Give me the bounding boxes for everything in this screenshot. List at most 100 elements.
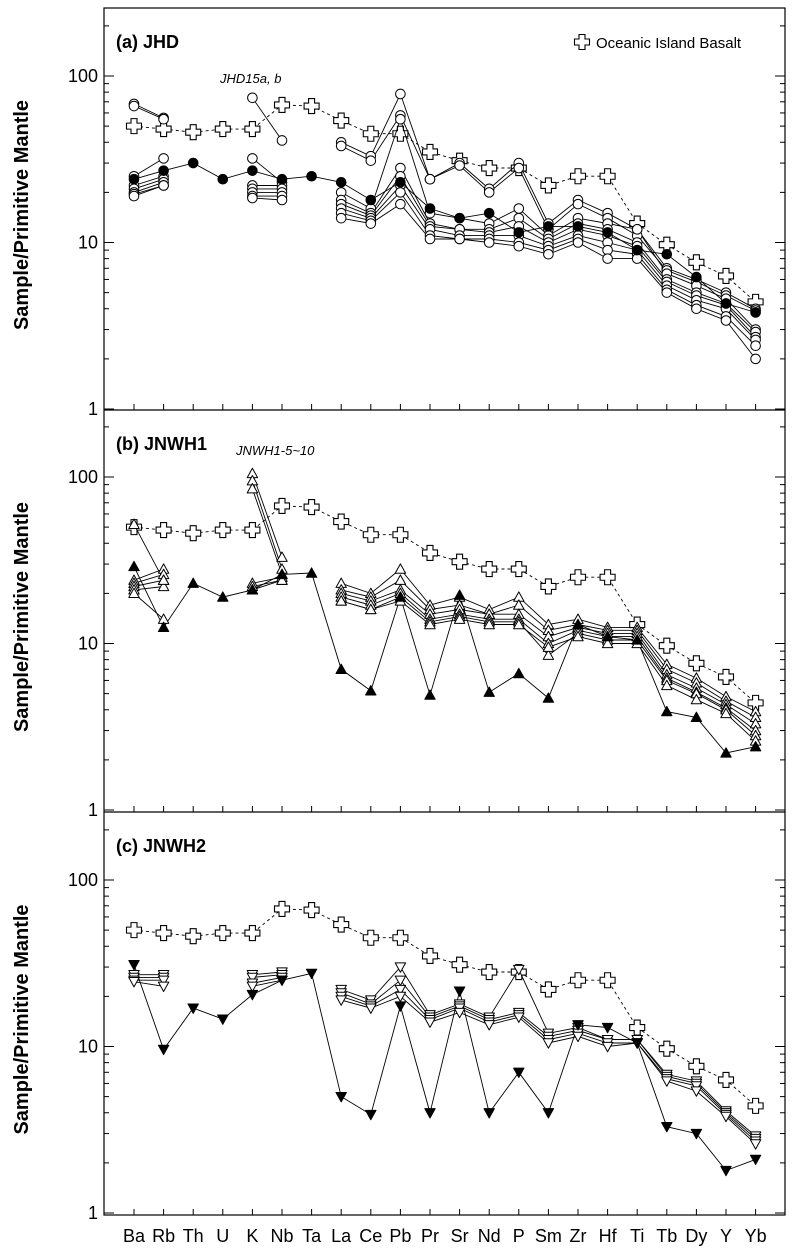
oib-point — [482, 562, 497, 577]
oib-point — [215, 926, 230, 941]
data-point — [514, 163, 524, 173]
data-point — [484, 208, 494, 218]
data-point — [277, 195, 287, 205]
data-point — [396, 177, 406, 187]
data-point — [454, 1008, 464, 1017]
oib-point — [541, 579, 556, 594]
data-point — [395, 575, 405, 584]
x-tick-label: K — [246, 1226, 258, 1246]
data-point — [129, 961, 139, 970]
x-tick-label: Sr — [451, 1226, 469, 1246]
data-point — [514, 241, 524, 251]
x-tick-label: Ce — [359, 1226, 382, 1246]
data-point — [307, 171, 317, 181]
data-point — [336, 1092, 346, 1101]
y-axis-label: Sample/Primitive Mantle — [11, 904, 33, 1134]
oib-point — [719, 1072, 734, 1087]
x-tick-label: Th — [183, 1226, 204, 1246]
x-tick-label: Nd — [478, 1226, 501, 1246]
data-point — [751, 354, 761, 364]
x-tick-label: U — [216, 1226, 229, 1246]
data-point — [188, 1004, 198, 1013]
panel-2: 110100Sample/Primitive Mantle(b) JNWH1 JN… — [11, 410, 785, 820]
oib-point — [571, 570, 586, 585]
oib-point — [245, 926, 260, 941]
data-point — [366, 195, 376, 205]
oib-point — [393, 527, 408, 542]
series-line-JHD-2 — [134, 168, 756, 332]
x-tick-label: Ta — [302, 1226, 322, 1246]
data-point — [336, 664, 346, 673]
data-point — [395, 992, 405, 1001]
data-point — [632, 245, 642, 255]
oib-point — [186, 125, 201, 140]
data-point — [691, 1087, 701, 1096]
y-tick-label: 10 — [78, 634, 98, 654]
data-point — [454, 987, 464, 996]
series-markers-JHD-4 — [129, 177, 760, 344]
data-point — [484, 188, 494, 198]
oib-point — [393, 930, 408, 945]
data-point — [158, 982, 168, 991]
data-point — [692, 272, 702, 282]
oib-point — [127, 119, 142, 134]
x-tick-label: Y — [720, 1226, 732, 1246]
data-point — [543, 693, 553, 702]
y-axis-label: Sample/Primitive Mantle — [11, 100, 33, 330]
data-point — [336, 177, 346, 187]
oib-point — [689, 656, 704, 671]
data-point — [159, 154, 169, 164]
data-point — [366, 219, 376, 229]
oib-point — [275, 901, 290, 916]
data-point — [602, 1023, 612, 1032]
data-point — [514, 204, 524, 214]
oib-point — [304, 903, 319, 918]
data-point — [396, 199, 406, 209]
y-tick-label: 1 — [88, 399, 98, 419]
data-point — [484, 238, 494, 248]
y-tick-label: 10 — [78, 1037, 98, 1057]
series-markers-JNWH2-3 — [129, 973, 761, 1146]
panel-title: (a) JHD — [116, 32, 179, 52]
oib-point — [452, 554, 467, 569]
data-point — [425, 1109, 435, 1118]
data-point — [306, 568, 316, 577]
data-point — [455, 213, 465, 223]
oib-point — [186, 526, 201, 541]
data-point — [336, 141, 346, 151]
oib-point — [156, 523, 171, 538]
data-point — [455, 234, 465, 244]
data-point — [484, 1109, 494, 1118]
x-tick-label: Yb — [745, 1226, 767, 1246]
oib-point — [334, 917, 349, 932]
panel-title: (b) JNWH1 — [116, 434, 207, 454]
oib-point — [452, 957, 467, 972]
data-point — [129, 561, 139, 570]
oib-point — [245, 122, 260, 137]
x-tick-label: Dy — [685, 1226, 707, 1246]
oib-point — [689, 255, 704, 270]
x-tick-label: Hf — [599, 1226, 618, 1246]
data-point — [603, 254, 613, 264]
series-line-JNWH2-5 — [134, 965, 756, 1171]
data-point — [159, 114, 169, 124]
data-point — [336, 213, 346, 223]
series-line-JNWH1-10 — [134, 524, 756, 741]
x-tick-label: Pr — [421, 1226, 439, 1246]
oib-point — [600, 169, 615, 184]
x-tick-label: Nb — [270, 1226, 293, 1246]
x-tick-label: Tb — [656, 1226, 677, 1246]
data-point — [188, 578, 198, 587]
data-point — [543, 1109, 553, 1118]
y-tick-label: 100 — [68, 66, 98, 86]
data-point — [248, 154, 258, 164]
y-ticks: 110100 — [68, 830, 785, 1223]
spider-diagram-figure: Ba Rb Th U K Nb Ta La Ce Pb Pr Sr Nd P Sm Zr Hf Ti Tb Dy Y Yb… — [0, 0, 800, 1257]
oib-point — [186, 929, 201, 944]
oib-point — [600, 570, 615, 585]
data-point — [396, 114, 406, 124]
series-markers-JHD-1 — [129, 114, 760, 334]
series-line-JHD-1 — [134, 119, 756, 329]
y-tick-label: 1 — [88, 1203, 98, 1223]
panel-title: (c) JNWH2 — [116, 836, 206, 856]
